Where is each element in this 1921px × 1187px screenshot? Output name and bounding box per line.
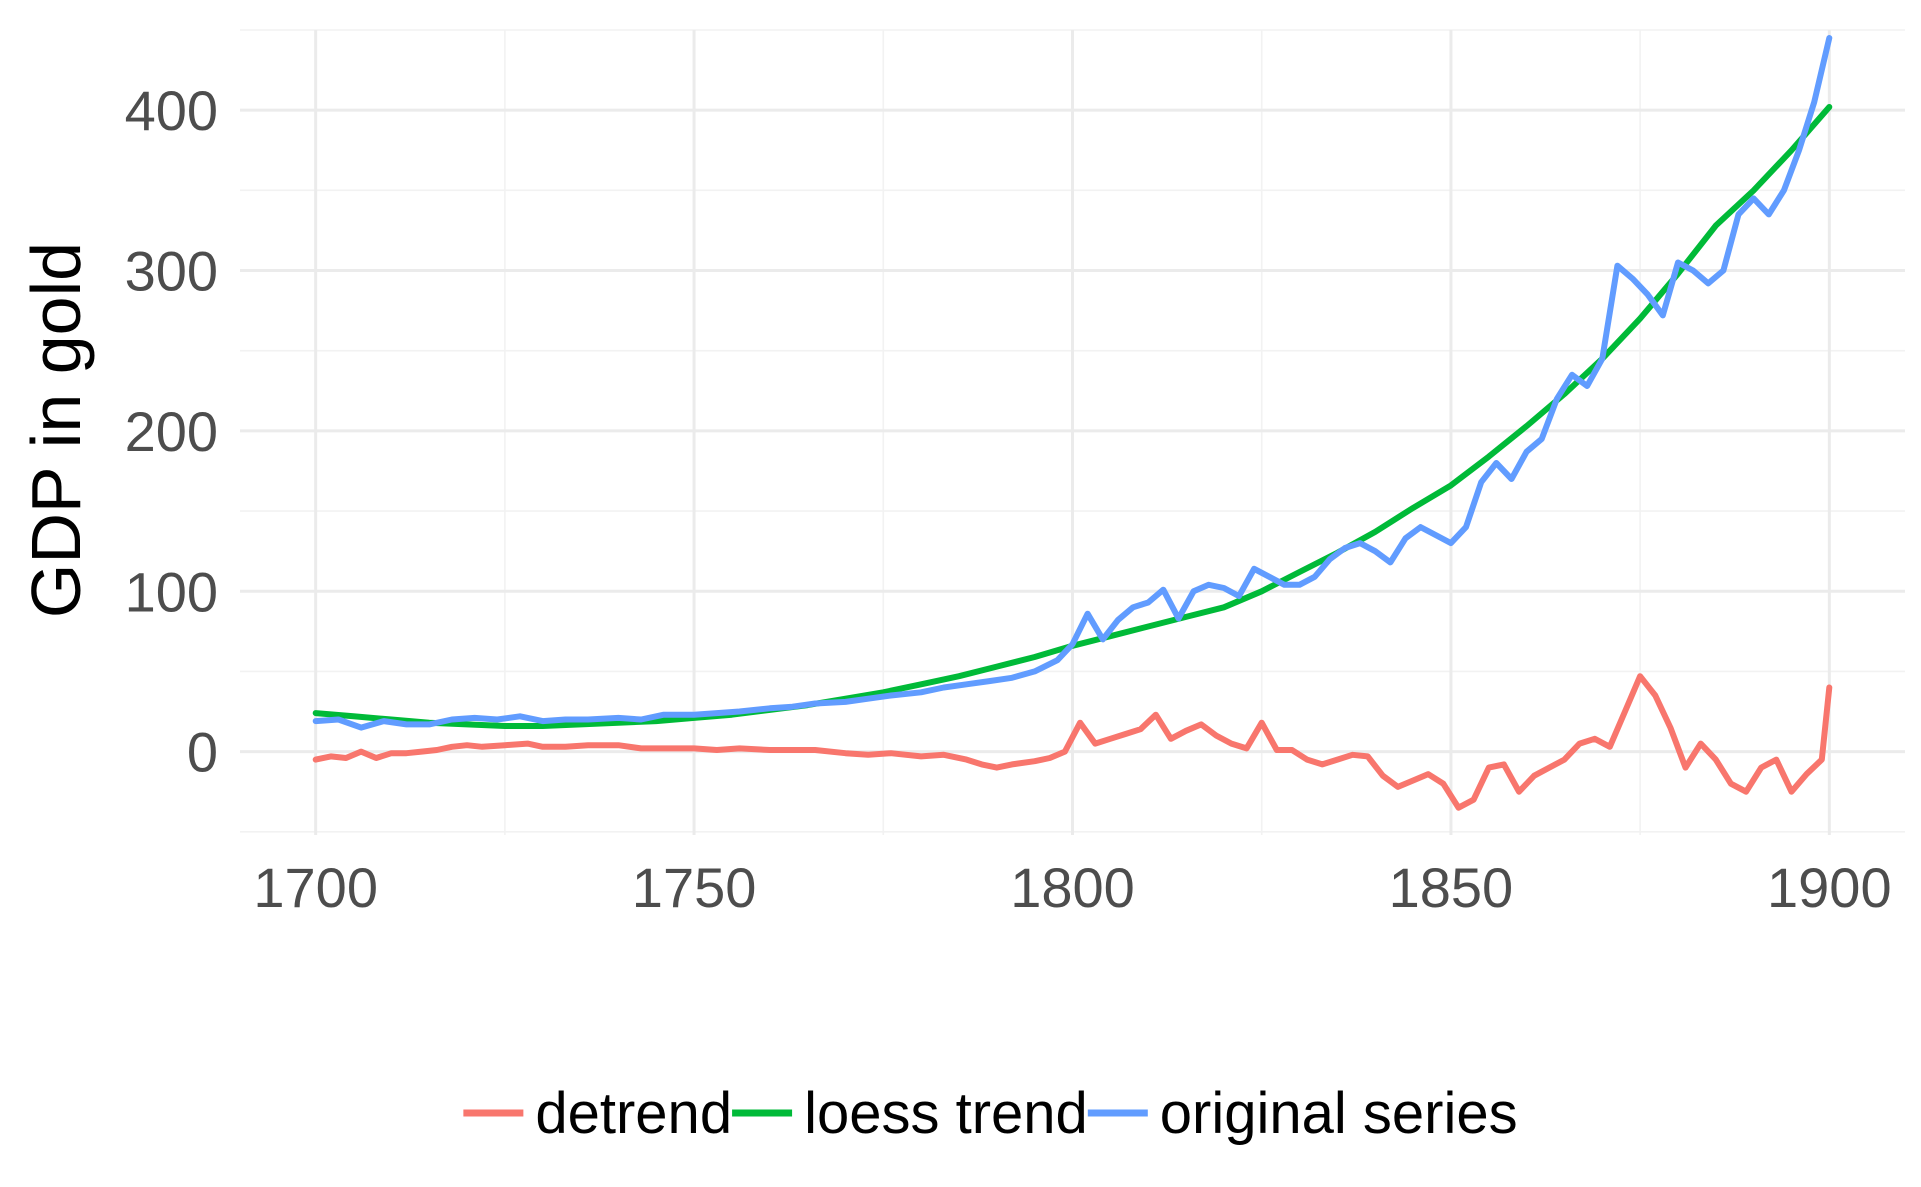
y-axis-tick-labels: 0 100 200 300 400 (125, 79, 218, 783)
series-line-detrend (312, 673, 1833, 811)
x-tick-label: 1700 (253, 856, 378, 919)
x-tick-label: 1850 (1389, 856, 1514, 919)
legend-label: loess trend (804, 1081, 1088, 1146)
x-axis-tick-labels: 1700 1750 1800 1850 1900 (253, 856, 1891, 919)
x-tick-label: 1900 (1767, 856, 1892, 919)
y-axis-title: GDP in gold (17, 242, 95, 618)
legend-label: detrend (535, 1081, 732, 1146)
series-lines (312, 35, 1833, 811)
x-tick-label: 1800 (1010, 856, 1135, 919)
y-tick-label: 100 (125, 560, 218, 623)
legend: detrend loess trend original series (463, 1081, 1518, 1146)
major-gridlines (240, 30, 1905, 835)
legend-label: original series (1160, 1081, 1518, 1146)
y-tick-label: 0 (187, 721, 218, 784)
y-tick-label: 400 (125, 79, 218, 142)
y-tick-label: 200 (125, 400, 218, 463)
series-line-original-series (312, 35, 1833, 731)
x-tick-label: 1750 (632, 856, 757, 919)
y-tick-label: 300 (125, 240, 218, 303)
